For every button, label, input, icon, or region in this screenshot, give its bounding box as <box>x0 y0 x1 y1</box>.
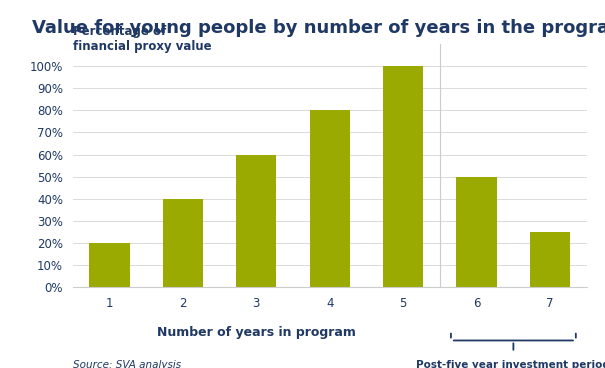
Text: 20%: 20% <box>96 269 123 279</box>
Text: 50%: 50% <box>463 263 490 273</box>
Bar <box>456 177 497 287</box>
Text: Percentage of
financial proxy value: Percentage of financial proxy value <box>73 25 211 53</box>
Text: 80%: 80% <box>316 256 343 266</box>
Bar <box>383 66 424 287</box>
Text: 60%: 60% <box>243 261 270 270</box>
Text: 100%: 100% <box>386 252 420 262</box>
Bar <box>310 110 350 287</box>
Text: Post-five year investment period: Post-five year investment period <box>416 360 605 368</box>
Bar <box>530 232 571 287</box>
Text: 40%: 40% <box>169 265 196 275</box>
Text: Number of years in program: Number of years in program <box>157 326 356 339</box>
Text: 25%: 25% <box>537 268 563 278</box>
Title: Value for young people by number of years in the program: Value for young people by number of year… <box>32 19 605 37</box>
Bar <box>89 243 129 287</box>
Bar <box>163 199 203 287</box>
Text: Source: SVA analysis: Source: SVA analysis <box>73 360 181 368</box>
Bar <box>236 155 276 287</box>
